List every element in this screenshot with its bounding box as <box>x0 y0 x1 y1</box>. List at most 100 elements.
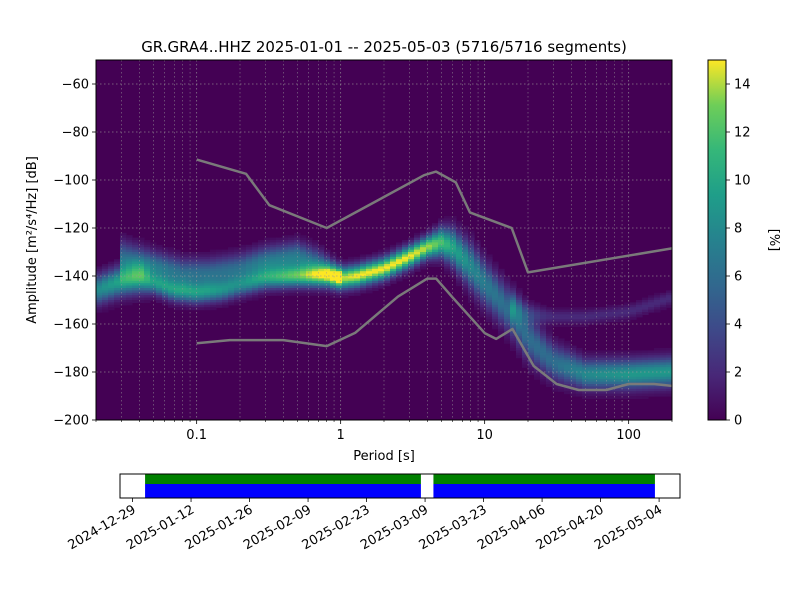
heatmap-cell <box>294 280 301 284</box>
heatmap-cell <box>552 379 559 383</box>
heatmap-cell <box>204 290 211 294</box>
heatmap-cell <box>564 316 571 320</box>
heatmap-cell <box>642 367 649 371</box>
heatmap-cell <box>144 259 151 263</box>
heatmap-cell <box>222 288 229 291</box>
heatmap-cell <box>246 256 253 260</box>
heatmap-cell <box>306 283 313 287</box>
heatmap-cell <box>546 362 553 366</box>
heatmap-cell <box>348 273 355 277</box>
heatmap-cell <box>420 240 427 243</box>
heatmap-cell <box>444 220 451 224</box>
heatmap-cell <box>318 292 325 296</box>
heatmap-cell <box>486 290 493 294</box>
heatmap-cell <box>474 295 481 299</box>
heatmap-cell <box>552 386 559 390</box>
heatmap-cell <box>612 396 619 399</box>
heatmap-cell <box>240 283 247 287</box>
heatmap-cell <box>612 350 619 354</box>
heatmap-cell <box>96 273 103 277</box>
heatmap-cell <box>504 307 511 311</box>
heatmap-cell <box>198 276 205 279</box>
heatmap-cell <box>480 292 487 296</box>
heatmap-cell <box>480 280 487 284</box>
heatmap-cell <box>378 259 385 263</box>
heatmap-cell <box>210 280 217 284</box>
heatmap-cell <box>420 264 427 267</box>
heatmap-cell <box>288 256 295 260</box>
heatmap-cell <box>618 364 625 368</box>
heatmap-cell <box>456 247 463 251</box>
heatmap-cell <box>186 278 193 282</box>
heatmap-cell <box>360 256 367 260</box>
heatmap-cell <box>186 254 193 258</box>
heatmap-cell <box>360 288 367 291</box>
heatmap-cell <box>168 278 175 282</box>
heatmap-cell <box>600 384 607 387</box>
heatmap-cell <box>396 256 403 260</box>
heatmap-cell <box>540 360 547 363</box>
heatmap-cell <box>120 285 127 289</box>
heatmap-cell <box>252 271 259 275</box>
heatmap-cell <box>516 348 523 351</box>
heatmap-cell <box>174 273 181 277</box>
heatmap-cell <box>642 396 649 399</box>
heatmap-cell <box>222 290 229 294</box>
heatmap-cell <box>120 280 127 284</box>
heatmap-cell <box>558 388 565 392</box>
heatmap-cell <box>156 280 163 284</box>
heatmap-cell <box>528 350 535 354</box>
heatmap-cell <box>414 261 421 265</box>
heatmap-cell <box>474 297 481 301</box>
heatmap-cell <box>612 364 619 368</box>
heatmap-cell <box>102 295 109 299</box>
heatmap-cell <box>660 367 667 371</box>
heatmap-cell <box>468 280 475 284</box>
heatmap-cell <box>336 278 343 282</box>
heatmap-cell <box>372 266 379 270</box>
heatmap-cell <box>504 316 511 320</box>
heatmap-cell <box>636 393 643 397</box>
heatmap-cell <box>234 261 241 265</box>
heatmap-cell <box>378 280 385 284</box>
heatmap-cell <box>642 307 649 311</box>
heatmap-cell <box>228 261 235 265</box>
heatmap-cell <box>318 249 325 253</box>
heatmap-cell <box>564 381 571 385</box>
heatmap-cell <box>222 295 229 299</box>
heatmap-cell <box>132 244 139 248</box>
heatmap-cell <box>450 249 457 253</box>
heatmap-cell <box>486 302 493 306</box>
heatmap-cell <box>162 264 169 267</box>
heatmap-cell <box>600 396 607 399</box>
heatmap-cell <box>246 252 253 255</box>
colorbar-tick-label: 4 <box>734 318 742 333</box>
heatmap-cell <box>264 288 271 291</box>
heatmap-cell <box>144 261 151 265</box>
heatmap-cell <box>174 288 181 291</box>
heatmap-cell <box>648 309 655 313</box>
heatmap-cell <box>444 218 451 222</box>
heatmap-cell <box>498 290 505 294</box>
heatmap-cell <box>468 288 475 291</box>
heatmap-cell <box>156 273 163 277</box>
heatmap-cell <box>528 312 535 315</box>
heatmap-cell <box>282 283 289 287</box>
heatmap-cell <box>174 264 181 267</box>
heatmap-cell <box>318 261 325 265</box>
heatmap-cell <box>318 278 325 282</box>
heatmap-cell <box>642 384 649 387</box>
heatmap-cell <box>204 280 211 284</box>
heatmap-cell <box>516 336 523 339</box>
heatmap-cell <box>564 340 571 344</box>
heatmap-cell <box>162 285 169 289</box>
heatmap-cell <box>336 273 343 277</box>
heatmap-cell <box>666 374 672 378</box>
heatmap-cell <box>576 314 583 318</box>
heatmap-cell <box>180 280 187 284</box>
heatmap-cell <box>174 283 181 287</box>
heatmap-cell <box>246 292 253 296</box>
heatmap-cell <box>300 268 307 272</box>
heatmap-cell <box>276 273 283 277</box>
heatmap-cell <box>660 376 667 380</box>
